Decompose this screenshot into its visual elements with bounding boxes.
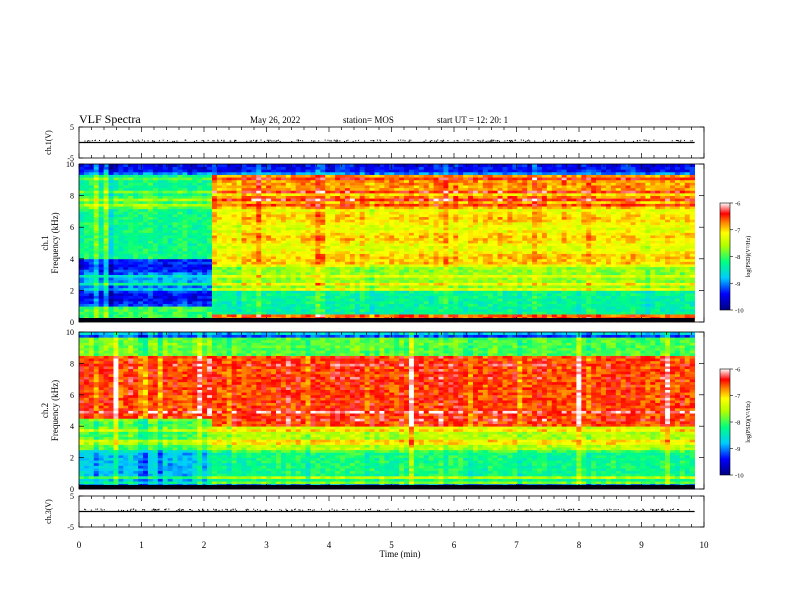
ch3-ylabel: ch.3(V) xyxy=(44,499,53,524)
x-axis-label: Time (min) xyxy=(380,549,421,559)
y-tick-label: 5 xyxy=(70,492,74,501)
ch3-waveform-panel: 5 -5 ch.3(V) xyxy=(44,492,705,532)
ch1-ylabel: ch.1(V) xyxy=(44,130,53,155)
colorbar-tick-label: -8 xyxy=(735,420,740,427)
y-tick-label: 4 xyxy=(70,255,74,264)
ch1-spectrogram-panel: 0 2 4 6 8 10 ch.1 Frequency (kHz) xyxy=(40,160,705,327)
y-tick-label: 10 xyxy=(66,160,74,169)
ch1-waveform-panel: 5 -5 ch.1(V) xyxy=(44,123,705,163)
ch2-spectrogram-ylabel: Frequency (kHz) xyxy=(50,380,60,441)
colorbar-tick-label: -6 xyxy=(735,367,741,374)
colorbar-scale xyxy=(719,368,731,476)
colorbar-scale xyxy=(719,202,731,311)
colorbar-label: log(PSD)(V²/Hz) xyxy=(745,236,752,277)
y-tick-label: 5 xyxy=(70,123,74,132)
spectrogram-image xyxy=(79,332,696,490)
colorbar-tick-label: -6 xyxy=(735,201,741,208)
y-tick-label: 2 xyxy=(70,454,74,463)
x-tick-label: 8 xyxy=(577,540,582,550)
start-time-label: start UT = 12: 20: 1 xyxy=(437,115,508,125)
ch1-colorbar: -6 -7 -8 -9 -10 log(PSD)(V²/Hz) xyxy=(719,201,752,315)
colorbar-tick-label: -9 xyxy=(735,281,740,288)
colorbar-label: log(PSD)(V²/Hz) xyxy=(745,401,752,442)
y-tick-label: 8 xyxy=(70,359,74,368)
y-tick-label: -5 xyxy=(67,523,74,532)
ch1-spectrogram-ylabel: Frequency (kHz) xyxy=(50,212,60,273)
colorbar-tick-label: -7 xyxy=(735,393,741,400)
ch1-spectrogram-ylabel: ch.1 xyxy=(40,235,50,250)
time-axis: 0 1 2 3 4 5 6 7 8 9 10 xyxy=(77,540,709,550)
spectrogram-image xyxy=(79,164,696,323)
x-tick-label: 10 xyxy=(700,540,710,550)
colorbar-tick-label: -10 xyxy=(735,308,744,315)
station-label: station= MOS xyxy=(343,115,394,125)
x-tick-label: 0 xyxy=(77,540,82,550)
colorbar-tick-label: -7 xyxy=(735,227,741,234)
x-tick-label: 2 xyxy=(202,540,207,550)
colorbar-tick-label: -10 xyxy=(735,473,744,480)
figure-title: VLF Spectra xyxy=(79,112,141,126)
x-tick-label: 1 xyxy=(139,540,144,550)
y-tick-label: 6 xyxy=(70,223,74,232)
ch2-colorbar: -6 -7 -8 -9 -10 log(PSD)(V²/Hz) xyxy=(719,367,752,480)
x-tick-label: 6 xyxy=(452,540,457,550)
x-tick-label: 3 xyxy=(264,540,269,550)
y-tick-label: -5 xyxy=(67,154,74,163)
y-tick-label: 6 xyxy=(70,391,74,400)
x-tick-label: 4 xyxy=(327,540,332,550)
y-tick-label: 10 xyxy=(66,328,74,337)
y-tick-label: 8 xyxy=(70,192,74,201)
y-tick-label: 0 xyxy=(70,485,74,494)
x-tick-label: 5 xyxy=(389,540,394,550)
ch2-spectrogram-ylabel: ch.2 xyxy=(40,403,50,418)
colorbar-tick-label: -8 xyxy=(735,254,740,261)
x-tick-label: 7 xyxy=(514,540,519,550)
ch2-spectrogram-panel: 0 2 4 6 8 10 ch.2 Frequency (kHz) xyxy=(40,328,705,494)
y-tick-label: 0 xyxy=(70,318,74,327)
x-tick-label: 9 xyxy=(639,540,644,550)
y-tick-label: 4 xyxy=(70,422,74,431)
colorbar-tick-label: -9 xyxy=(735,446,740,453)
y-tick-label: 2 xyxy=(70,286,74,295)
date-label: May 26, 2022 xyxy=(250,115,300,125)
